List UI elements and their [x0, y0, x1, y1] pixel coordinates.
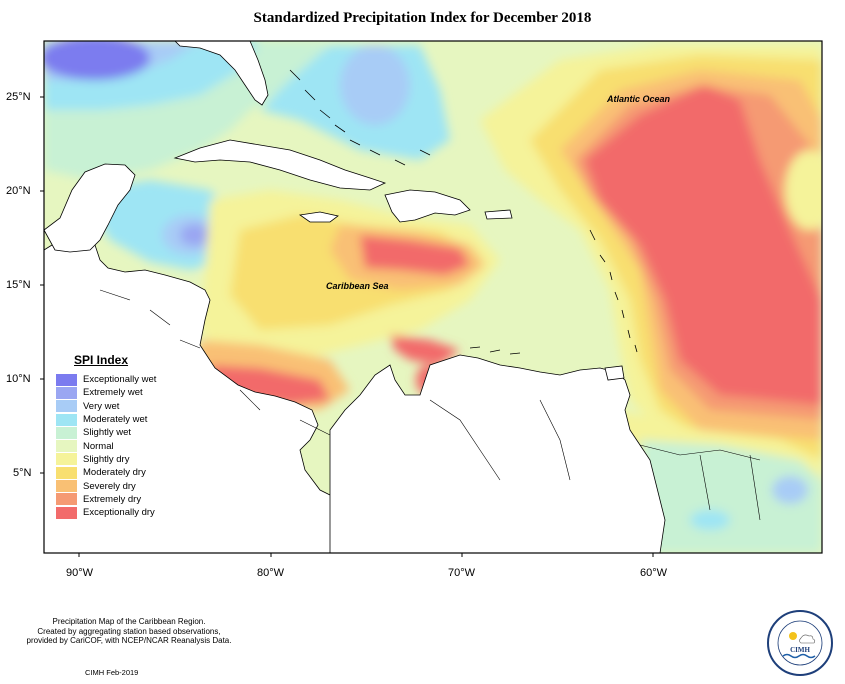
footnote-line-1: Precipitation Map of the Caribbean Regio… — [52, 617, 206, 626]
cloud-icon — [799, 634, 816, 644]
normal-patch-atlantic — [785, 150, 822, 230]
land-puerto-rico — [484, 209, 513, 220]
very-wet-bahamas — [340, 45, 410, 125]
legend-item: Moderately wet — [56, 413, 196, 426]
legend-item: Slightly wet — [56, 426, 196, 439]
border-lines-central — [99, 289, 331, 436]
land-south-america — [329, 354, 666, 553]
legend-label: Extremely dry — [83, 493, 142, 505]
very-wet-guianas — [772, 476, 808, 504]
land-jamaica — [298, 211, 339, 223]
lat-label-25n: 25°N — [6, 91, 31, 103]
legend-item: Exceptionally wet — [56, 373, 196, 386]
lon-label-80w: 80°W — [257, 567, 285, 579]
legend-swatch — [56, 426, 77, 439]
lon-label-90w: 90°W — [66, 567, 94, 579]
atlantic-ocean-label: Atlantic Ocean — [606, 94, 671, 104]
legend-item: Extremely wet — [56, 386, 196, 399]
border-lines-south — [429, 399, 761, 521]
lat-label-10n: 10°N — [6, 373, 31, 385]
wave-icon — [782, 653, 816, 659]
exceptionally-wet-gulf — [44, 41, 150, 80]
legend-label: Normal — [83, 440, 114, 452]
lat-label-5n: 5°N — [13, 467, 32, 479]
legend-label: Exceptionally dry — [83, 507, 155, 519]
spi-legend: SPI Index Exceptionally wet Extremely wet… — [56, 353, 196, 519]
land-hispaniola — [384, 189, 471, 223]
cimh-logo: CIMH — [767, 610, 833, 676]
legend-label: Exceptionally wet — [83, 374, 157, 386]
lat-label-15n: 15°N — [6, 279, 31, 291]
legend-label: Slightly wet — [83, 427, 132, 439]
land-yucatan — [44, 163, 136, 253]
exceptionally-dry-caribbean — [360, 235, 470, 275]
legend-swatch — [56, 480, 77, 493]
legend-label: Moderately wet — [83, 414, 148, 426]
footnote-line-3: provided by CariCOF, with NCEP/NCAR Rean… — [26, 636, 232, 645]
sun-icon — [789, 632, 797, 640]
wet-guianas-south — [690, 510, 730, 530]
map-frame — [43, 40, 823, 554]
exceptionally-dry-venezuela — [390, 335, 460, 365]
land-florida — [174, 41, 269, 106]
wet-region-guianas — [640, 440, 822, 553]
legend-item: Moderately dry — [56, 466, 196, 479]
land-cuba — [173, 139, 387, 191]
legend-swatch — [56, 440, 77, 453]
caribbean-sea-label: Caribbean Sea — [326, 281, 389, 291]
exceptionally-dry-atlantic — [585, 85, 822, 405]
legend-label: Extremely wet — [83, 387, 143, 399]
legend-item: Normal — [56, 439, 196, 453]
legend-swatch — [56, 413, 77, 426]
legend-swatch — [56, 400, 77, 413]
legend-item: Slightly dry — [56, 453, 196, 466]
legend-swatch — [56, 386, 77, 399]
legend-item: Severely dry — [56, 479, 196, 493]
lat-label-20n: 20°N — [6, 185, 31, 197]
legend-item: Extremely dry — [56, 493, 196, 506]
legend-swatch — [56, 506, 77, 519]
credit-text: CIMH Feb-2019 — [85, 668, 139, 677]
lon-label-60w: 60°W — [640, 567, 668, 579]
legend-swatch — [56, 373, 77, 386]
legend-label: Moderately dry — [83, 467, 146, 479]
legend-item: Exceptionally dry — [56, 506, 196, 519]
legend-label: Very wet — [83, 400, 120, 412]
legend-title: SPI Index — [74, 353, 129, 367]
legend-swatch — [56, 466, 77, 479]
footnote-line-2: Created by aggregating station based obs… — [37, 626, 221, 636]
land-bahamas — [289, 69, 431, 166]
land-abc-islands — [469, 346, 521, 355]
lon-label-70w: 70°W — [448, 567, 476, 579]
legend-label: Severely dry — [83, 480, 136, 492]
map-title: Standardized Precipitation Index for Dec… — [253, 10, 592, 26]
extremely-wet-western — [180, 224, 210, 246]
logo-text: CIMH — [790, 646, 810, 654]
legend-label: Slightly dry — [83, 453, 130, 465]
legend-swatch — [56, 453, 77, 466]
land-lesser-antilles — [589, 229, 638, 353]
legend-item: Very wet — [56, 400, 196, 413]
land-trinidad — [604, 365, 625, 381]
footnote: Precipitation Map of the Caribbean Regio… — [14, 617, 244, 646]
legend-rows: Exceptionally wet Extremely wet Very wet Mo… — [56, 373, 196, 519]
legend-swatch — [56, 493, 77, 506]
